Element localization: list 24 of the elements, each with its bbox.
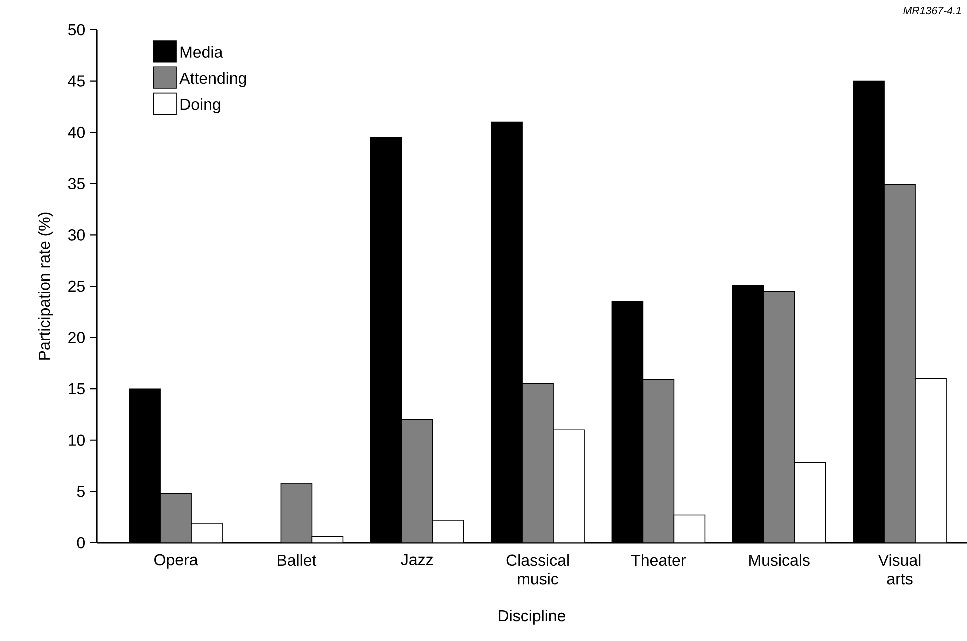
x-tick-label: Opera	[154, 554, 198, 569]
y-tick-label: 40	[68, 126, 86, 138]
y-tick-label: 50	[68, 24, 86, 36]
x-tick-label: Classical music	[506, 554, 569, 585]
y-tick-label: 25	[68, 280, 85, 292]
x-tick-label: Ballet	[278, 554, 317, 566]
x-axis-title: Discipline	[499, 610, 566, 625]
y-tick-label: 5	[77, 486, 85, 498]
legend-label: Media	[180, 46, 224, 58]
x-tick-label: Musicals	[750, 554, 810, 566]
y-tick-label: 35	[68, 178, 85, 190]
y-tick-label: 20	[68, 332, 86, 344]
x-tick-label: Visual arts	[878, 554, 921, 585]
legend-label: Doing	[180, 98, 220, 114]
y-tick-label: 10	[69, 434, 86, 446]
y-tick-label: 15	[69, 384, 85, 395]
x-tick-label: Theater	[631, 554, 686, 566]
y-tick-label: 30	[68, 230, 86, 241]
y-axis-title: Participation rate (%)	[38, 212, 54, 360]
y-tick-label: 0	[77, 537, 86, 549]
y-tick-label: 45	[68, 76, 85, 87]
x-tick-label: Jazz	[401, 554, 434, 566]
text: MR1367-4.1	[904, 7, 962, 15]
legend-label: Attending	[180, 72, 246, 88]
